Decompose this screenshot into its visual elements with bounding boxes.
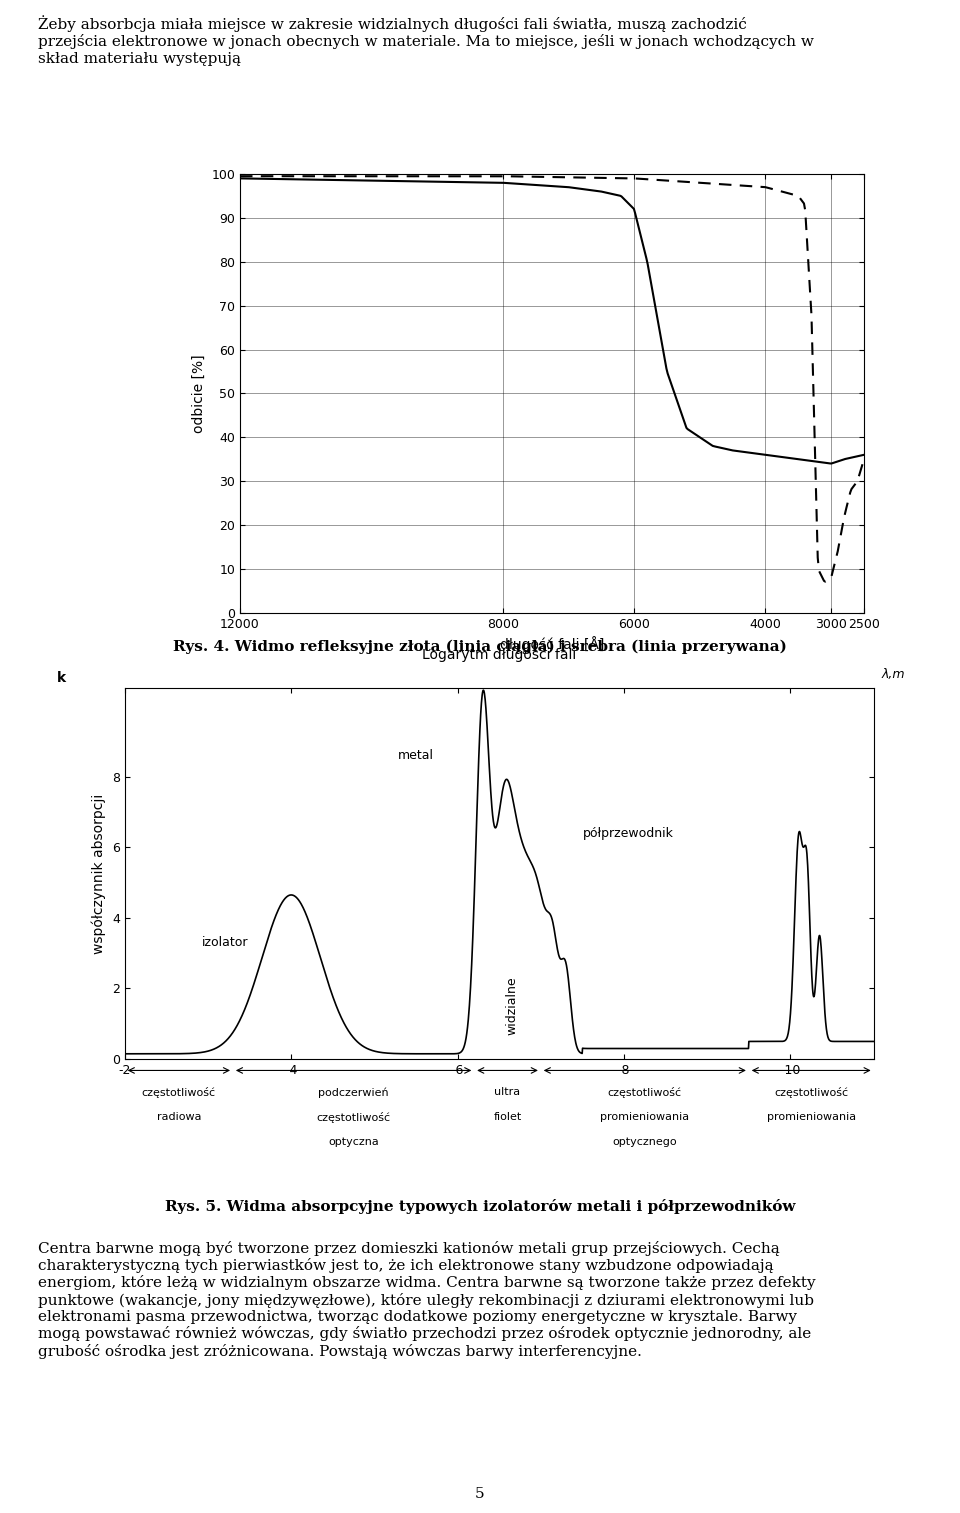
Text: fiolet: fiolet <box>493 1112 521 1123</box>
Text: Centra barwne mogą być tworzone przez domieszki kationów metali grup przejściowy: Centra barwne mogą być tworzone przez do… <box>38 1241 816 1359</box>
Text: izolator: izolator <box>202 937 248 949</box>
X-axis label: długość fali [Å]: długość fali [Å] <box>500 635 604 652</box>
Text: optyczna: optyczna <box>328 1138 379 1147</box>
Text: półprzewodnik: półprzewodnik <box>583 826 673 840</box>
Text: promieniowania: promieniowania <box>767 1112 855 1123</box>
Text: Rys. 5. Widma absorpcyjne typowych izolatorów metali i półprzewodników: Rys. 5. Widma absorpcyjne typowych izola… <box>165 1200 795 1213</box>
Text: częstotliwość: częstotliwość <box>317 1112 391 1124</box>
Text: Żeby absorbcja miała miejsce w zakresie widzialnych długości fali światła, muszą: Żeby absorbcja miała miejsce w zakresie … <box>38 15 814 65</box>
Y-axis label: współczynnik absorpcji: współczynnik absorpcji <box>92 794 107 953</box>
Text: ultra: ultra <box>494 1088 520 1097</box>
Y-axis label: odbicie [%]: odbicie [%] <box>192 354 205 433</box>
Text: 5: 5 <box>475 1487 485 1501</box>
Text: k: k <box>57 670 65 685</box>
Text: widzialne: widzialne <box>505 977 518 1035</box>
Text: częstotliwość: częstotliwość <box>774 1088 849 1098</box>
Text: Rys. 4. Widmo refleksyjne złota (linia ciągła) i srebra (linia przerywana): Rys. 4. Widmo refleksyjne złota (linia c… <box>173 640 787 654</box>
Text: podczerwień: podczerwień <box>319 1088 389 1098</box>
Text: radiowa: radiowa <box>156 1112 202 1123</box>
Text: częstotliwość: częstotliwość <box>142 1088 216 1098</box>
Text: Logarytm długości fali: Logarytm długości fali <box>422 648 576 663</box>
Text: λ,m: λ,m <box>881 669 904 681</box>
Text: częstotliwość: częstotliwość <box>608 1088 682 1098</box>
Text: promieniowania: promieniowania <box>600 1112 689 1123</box>
Text: optycznego: optycznego <box>612 1138 677 1147</box>
Text: metal: metal <box>398 749 434 763</box>
